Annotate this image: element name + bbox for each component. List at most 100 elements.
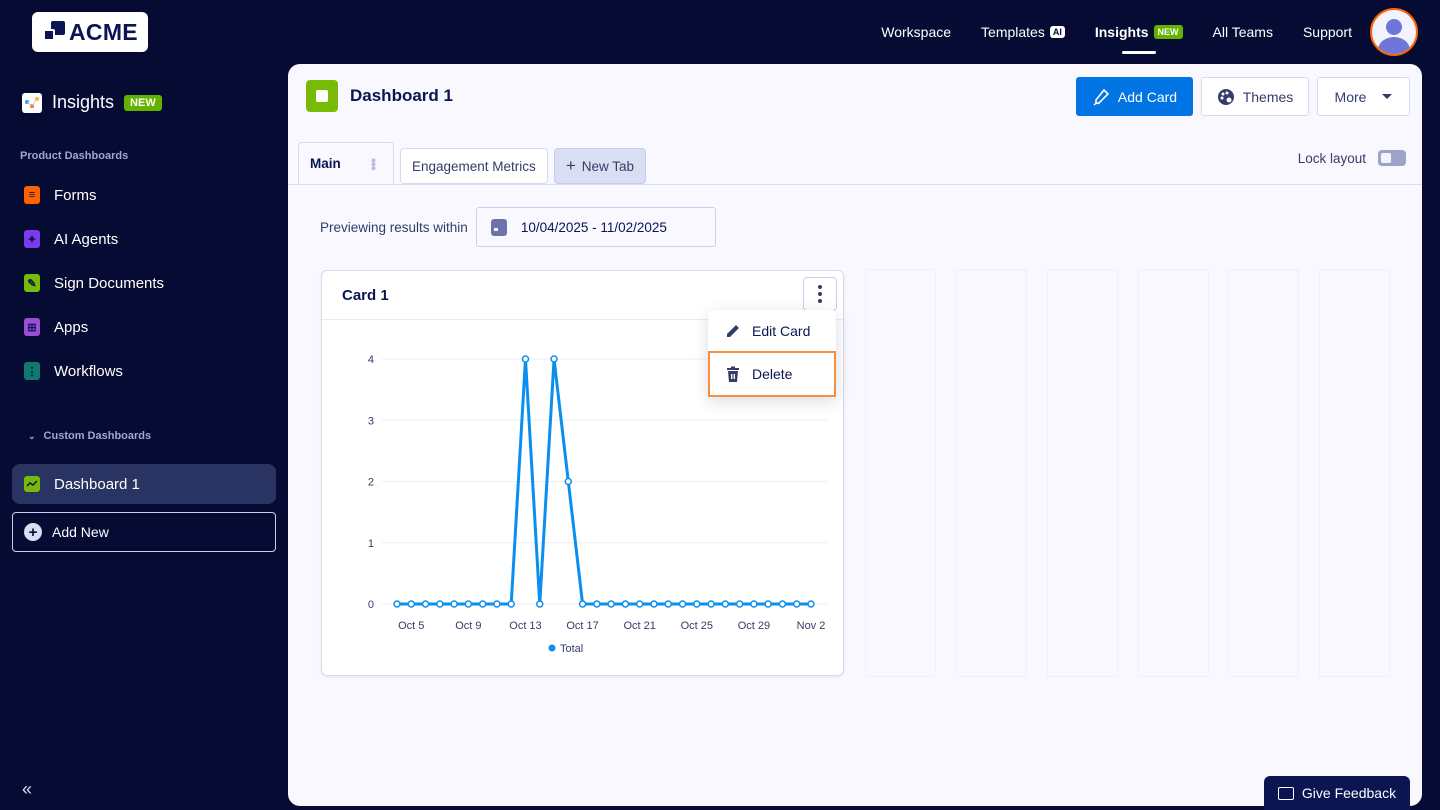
- themes-label: Themes: [1242, 88, 1294, 105]
- logo-text: ACME: [69, 18, 138, 45]
- pencil-icon: [727, 324, 739, 337]
- apps-icon: ⊞: [24, 318, 40, 336]
- ai-badge: AI: [1049, 26, 1065, 38]
- nav-label: Templates: [981, 24, 1045, 40]
- tab-main[interactable]: Main •••: [298, 142, 394, 184]
- card-title: Card 1: [342, 286, 389, 304]
- nav-workspace[interactable]: Workspace: [881, 0, 951, 64]
- sidebar-item-forms[interactable]: ≡ Forms: [24, 186, 97, 204]
- tab-engagement-metrics[interactable]: Engagement Metrics: [400, 148, 548, 184]
- edit-card-menu-item[interactable]: Edit Card: [708, 310, 836, 351]
- add-card-button[interactable]: Add Card: [1076, 77, 1193, 116]
- sidebar-item-dashboard-1[interactable]: Dashboard 1: [12, 464, 276, 504]
- nav-templates[interactable]: Templates AI: [981, 0, 1065, 64]
- nav-label: All Teams: [1212, 24, 1273, 40]
- acme-logo[interactable]: ACME: [32, 12, 148, 52]
- chevron-down-icon: ⌄: [28, 430, 36, 441]
- svg-text:1: 1: [368, 538, 374, 550]
- collapse-sidebar-icon[interactable]: «: [22, 779, 33, 799]
- dashboard-tabs: Main ••• Engagement Metrics + New Tab: [298, 142, 647, 184]
- lock-layout-toggle[interactable]: [1378, 150, 1406, 166]
- custom-dashboards-toggle[interactable]: ⌄ Custom Dashboards: [28, 430, 151, 442]
- feedback-label: Give Feedback: [1301, 785, 1397, 801]
- svg-text:Oct 9: Oct 9: [455, 620, 481, 632]
- give-feedback-button[interactable]: Give Feedback: [1264, 776, 1410, 810]
- sidebar-item-apps[interactable]: ⊞ Apps: [24, 318, 88, 336]
- pen-icon: [1093, 88, 1110, 106]
- logo-mark-icon: [43, 21, 65, 43]
- svg-text:Oct 13: Oct 13: [509, 620, 541, 632]
- lock-layout-control: Lock layout: [1298, 150, 1406, 166]
- date-range-picker[interactable]: 10/04/2025 - 11/02/2025: [475, 207, 716, 247]
- svg-text:2: 2: [368, 477, 374, 489]
- dashboard-icon: [24, 476, 40, 492]
- custom-dashboards-heading: Custom Dashboards: [43, 430, 152, 442]
- nav-label: Workspace: [881, 24, 952, 40]
- trash-icon: [727, 366, 739, 382]
- delete-menu-item[interactable]: Delete: [708, 351, 836, 397]
- new-tab-button[interactable]: + New Tab: [553, 148, 647, 184]
- toolbar: Add Card Themes More: [1076, 77, 1410, 116]
- svg-text:4: 4: [368, 354, 374, 366]
- top-bar: ACME Workspace Templates AI Insights NEW A…: [0, 0, 1440, 64]
- top-nav: Workspace Templates AI Insights NEW All Te…: [881, 0, 1352, 64]
- more-label: More: [1334, 88, 1367, 105]
- sidebar-item-label: Sign Documents: [54, 274, 165, 292]
- insights-icon: [22, 92, 42, 113]
- grid-placeholder: [956, 269, 1027, 677]
- nav-label: Insights: [1094, 24, 1149, 40]
- card-options-button[interactable]: [803, 277, 837, 311]
- menu-item-label: Edit Card: [752, 322, 811, 339]
- tabs-divider: [288, 184, 1422, 185]
- svg-text:Oct 17: Oct 17: [566, 620, 598, 632]
- new-badge: NEW: [124, 94, 162, 111]
- avatar-body-icon: [1378, 37, 1410, 54]
- sidebar-item-workflows[interactable]: ⋮ Workflows: [24, 362, 123, 380]
- nav-support[interactable]: Support: [1303, 0, 1352, 64]
- nav-all-teams[interactable]: All Teams: [1213, 0, 1273, 64]
- tab-options-icon[interactable]: •••: [366, 157, 382, 170]
- card-options-menu: Edit Card Delete: [708, 310, 836, 397]
- grid-placeholder: [1138, 269, 1209, 677]
- menu-item-label: Delete: [752, 366, 793, 382]
- svg-text:3: 3: [368, 415, 374, 427]
- date-filter: Previewing results within 10/04/2025 - 1…: [320, 207, 716, 247]
- preview-label: Previewing results within: [320, 219, 468, 235]
- card-header: Card 1: [322, 271, 843, 320]
- workflows-icon: ⋮: [24, 362, 40, 380]
- new-tab-label: New Tab: [581, 158, 635, 174]
- sidebar-item-label: Dashboard 1: [54, 475, 140, 493]
- sidebar-item-ai-agents[interactable]: ✦ AI Agents: [24, 230, 118, 248]
- tab-label: Engagement Metrics: [412, 158, 536, 174]
- dashboard-icon: [306, 80, 338, 112]
- product-dashboards-heading: Product Dashboards: [20, 150, 129, 162]
- caret-down-icon: [1382, 94, 1393, 99]
- user-avatar[interactable]: [1370, 8, 1418, 56]
- nav-insights[interactable]: Insights NEW: [1095, 0, 1183, 64]
- sidebar-item-label: Apps: [54, 318, 89, 336]
- sidebar: Insights NEW Product Dashboards ≡ Forms …: [0, 64, 288, 810]
- svg-text:Oct 29: Oct 29: [738, 620, 770, 632]
- sidebar-item-label: Workflows: [54, 362, 123, 380]
- grid-placeholder: [1319, 269, 1390, 677]
- add-card-label: Add Card: [1117, 88, 1178, 105]
- svg-text:0: 0: [368, 599, 374, 611]
- sidebar-item-label: Forms: [54, 186, 97, 204]
- sidebar-item-sign-documents[interactable]: ✎ Sign Documents: [24, 274, 164, 292]
- nav-label: Support: [1302, 24, 1352, 40]
- sign-documents-icon: ✎: [24, 274, 40, 292]
- sidebar-title: Insights NEW: [22, 92, 162, 113]
- lock-layout-label: Lock layout: [1297, 150, 1366, 166]
- grid-placeholder: [1047, 269, 1118, 677]
- new-badge: NEW: [1153, 25, 1183, 39]
- page-title: Dashboard 1: [350, 86, 453, 105]
- svg-text:Oct 5: Oct 5: [398, 620, 424, 632]
- svg-text:Oct 21: Oct 21: [623, 620, 655, 632]
- themes-button[interactable]: Themes: [1201, 77, 1309, 116]
- feedback-icon: [1277, 786, 1294, 800]
- more-dropdown[interactable]: More: [1317, 77, 1410, 116]
- plus-icon: +: [565, 156, 576, 175]
- svg-text:Oct 25: Oct 25: [681, 620, 713, 632]
- grid-placeholder: [865, 269, 936, 677]
- add-new-dashboard-button[interactable]: + Add New: [12, 512, 276, 552]
